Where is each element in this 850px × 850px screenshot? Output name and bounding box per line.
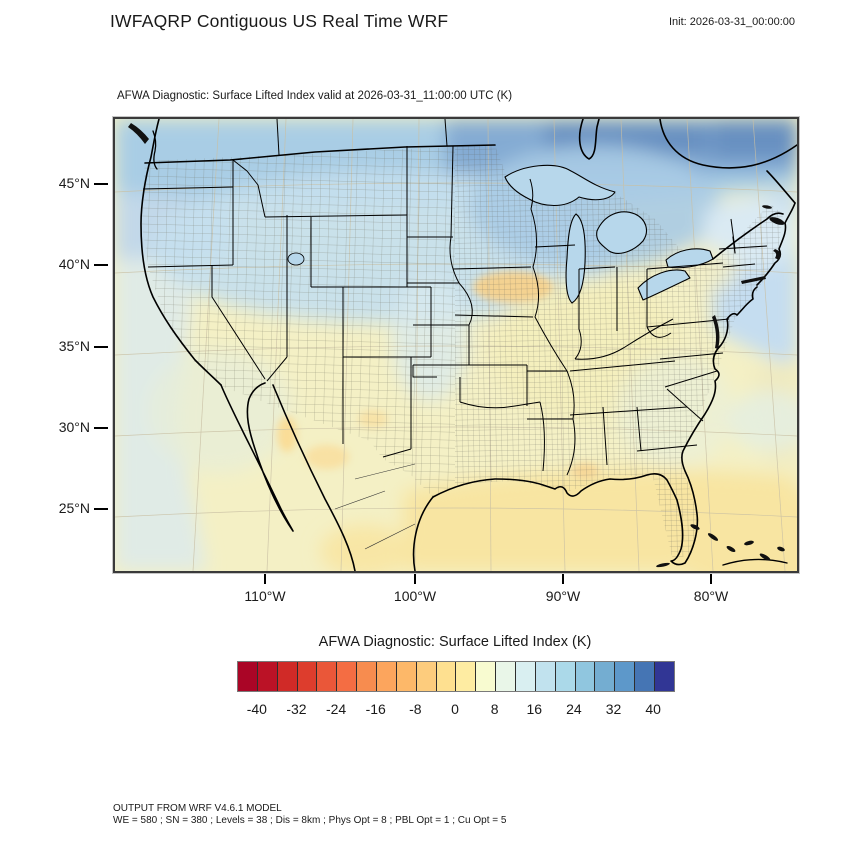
colorbar-tick-label: 0 bbox=[451, 701, 459, 717]
colorbar-cell bbox=[595, 662, 616, 691]
colorbar-cell bbox=[238, 662, 258, 691]
colorbar-tick-label: 40 bbox=[645, 701, 661, 717]
lon-tick-label: 100°W bbox=[393, 588, 437, 604]
lat-tick-mark bbox=[94, 508, 108, 510]
lon-tick-mark bbox=[562, 571, 564, 584]
colorbar-tick-label: -40 bbox=[246, 701, 267, 717]
colorbar-tick-label: 16 bbox=[526, 701, 543, 717]
colorbar-cell bbox=[357, 662, 378, 691]
lon-tick-mark bbox=[264, 571, 266, 584]
init-timestamp: Init: 2026-03-31_00:00:00 bbox=[669, 16, 795, 28]
lat-tick-label: 25°N bbox=[58, 500, 90, 516]
colorbar-cell bbox=[655, 662, 674, 691]
colorbar-cell bbox=[416, 662, 437, 691]
lat-tick-mark bbox=[94, 346, 108, 348]
colorbar-tick-label: -8 bbox=[409, 701, 422, 717]
colorbar bbox=[237, 661, 675, 692]
colorbar-cell bbox=[476, 662, 497, 691]
lon-tick-label: 110°W bbox=[244, 588, 286, 604]
colorbar-tick-label: -24 bbox=[325, 701, 347, 717]
colorbar-cell bbox=[535, 662, 556, 691]
colorbar-title: AFWA Diagnostic: Surface Lifted Index (K… bbox=[318, 634, 592, 650]
colorbar-cell bbox=[377, 662, 397, 691]
colorbar-cell bbox=[277, 662, 298, 691]
lon-tick-mark bbox=[414, 571, 416, 584]
lat-tick-label: 35°N bbox=[58, 338, 90, 354]
footer-model-line: OUTPUT FROM WRF V4.6.1 MODEL bbox=[113, 803, 282, 814]
map-subtitle: AFWA Diagnostic: Surface Lifted Index va… bbox=[117, 90, 513, 102]
lat-tick-mark bbox=[94, 183, 108, 185]
page-title: IWFAQRP Contiguous US Real Time WRF bbox=[110, 11, 449, 31]
wrf-map-svg bbox=[115, 119, 797, 571]
islands bbox=[128, 123, 785, 568]
colorbar-tick-label: -32 bbox=[286, 701, 307, 717]
coastlines bbox=[140, 119, 797, 571]
colorbar-cell bbox=[257, 662, 278, 691]
lat-tick-label: 30°N bbox=[58, 419, 90, 435]
colorbar-cell bbox=[516, 662, 536, 691]
colorbar-tick-label: -16 bbox=[365, 701, 386, 717]
colorbar-cell bbox=[575, 662, 596, 691]
colorbar-cell bbox=[396, 662, 417, 691]
lat-tick-label: 40°N bbox=[58, 256, 90, 272]
colorbar-cell bbox=[555, 662, 576, 691]
map-canvas bbox=[113, 117, 799, 573]
lat-tick-label: 45°N bbox=[58, 175, 90, 191]
colorbar-cell bbox=[496, 662, 517, 691]
colorbar-tick-label: 32 bbox=[605, 701, 622, 717]
colorbar-cell bbox=[297, 662, 318, 691]
lat-tick-mark bbox=[94, 264, 108, 266]
colorbar-cell bbox=[456, 662, 477, 691]
colorbar-cell bbox=[337, 662, 358, 691]
lon-tick-mark bbox=[710, 571, 712, 584]
footer-config-line: WE = 580 ; SN = 380 ; Levels = 38 ; Dis … bbox=[113, 815, 507, 826]
colorbar-tick-label: 24 bbox=[566, 701, 582, 717]
colorbar-cell bbox=[317, 662, 338, 691]
colorbar-tick-label: 8 bbox=[490, 701, 499, 717]
colorbar-cell bbox=[436, 662, 457, 691]
lat-tick-mark bbox=[94, 427, 108, 429]
lon-tick-label: 80°W bbox=[693, 588, 729, 604]
lon-tick-label: 90°W bbox=[545, 588, 581, 604]
colorbar-cell bbox=[615, 662, 636, 691]
colorbar-cell bbox=[635, 662, 656, 691]
state-borders bbox=[142, 119, 768, 550]
